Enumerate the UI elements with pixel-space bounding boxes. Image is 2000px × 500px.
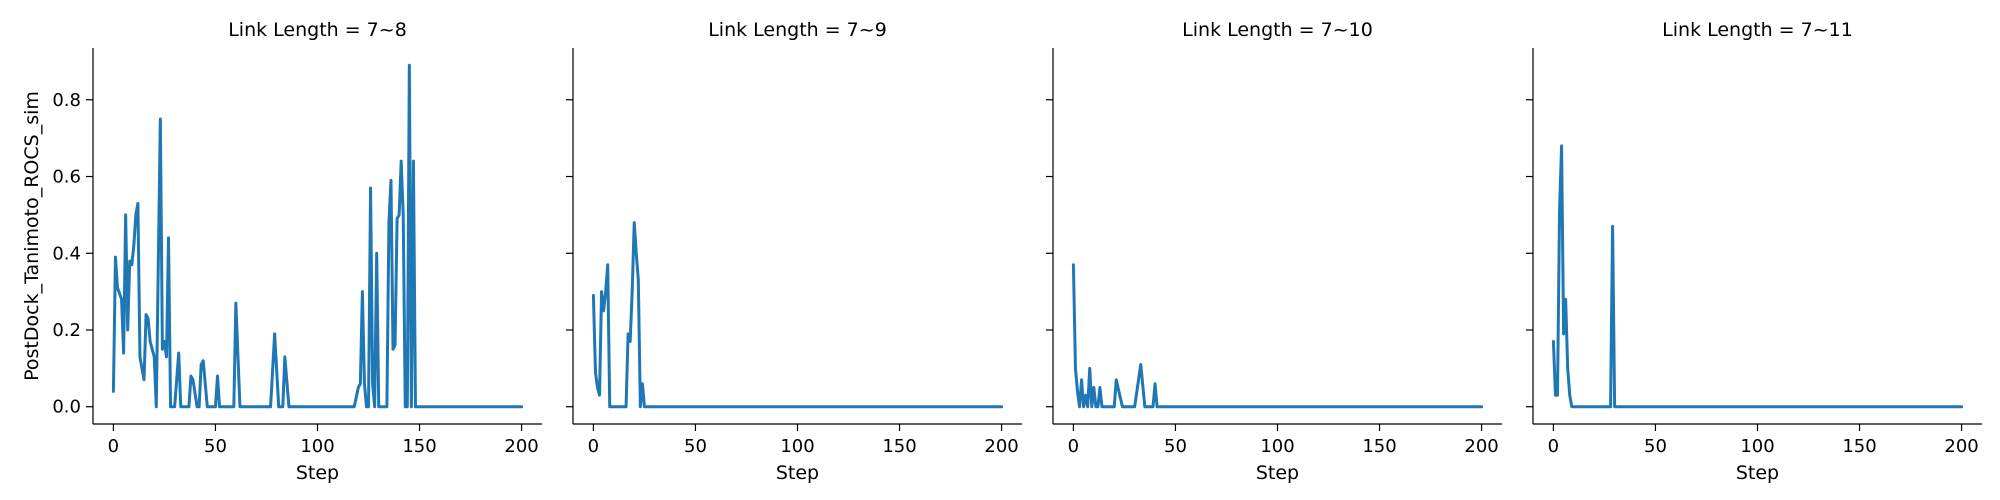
x-tick-label: 200 [504, 436, 538, 457]
x-tick-label: 50 [204, 436, 227, 457]
y-axis-label: PostDock_Tanimoto_ROCS_sim [21, 91, 43, 381]
x-tick-label: 200 [1464, 436, 1498, 457]
x-tick-label: 150 [402, 436, 436, 457]
x-tick-label: 0 [588, 436, 599, 457]
panel-2: Link Length = 7~9 0 50 100 150 200 Step [566, 19, 1022, 484]
x-tick-label: 100 [1740, 436, 1774, 457]
panel-title: Link Length = 7~9 [708, 19, 887, 41]
x-tick-label: 50 [1644, 436, 1667, 457]
panel-4: Link Length = 7~11 0 50 100 150 200 Step [1526, 19, 1982, 484]
x-axis-label: Step [1256, 462, 1299, 484]
panel-title: Link Length = 7~10 [1182, 19, 1373, 41]
x-tick-label: 0 [108, 436, 119, 457]
x-tick-label: 100 [1260, 436, 1294, 457]
x-tick-label: 0 [1068, 436, 1079, 457]
x-axis-label: Step [776, 462, 819, 484]
x-tick-label: 100 [780, 436, 814, 457]
series-line [591, 221, 1004, 409]
x-tick-label: 200 [984, 436, 1018, 457]
y-tick-label: 0.8 [52, 90, 81, 111]
panel-1: Link Length = 7~8 0.0 0.2 0.4 0.6 0.8 0 50 100 15… [52, 19, 542, 484]
x-tick-label: 0 [1548, 436, 1559, 457]
y-tick-label: 0.4 [52, 243, 81, 264]
y-tick-label: 0.6 [52, 167, 81, 188]
x-tick-label: 50 [684, 436, 707, 457]
y-tick-label: 0.0 [52, 397, 81, 418]
panel-title: Link Length = 7~8 [228, 19, 407, 41]
y-tick-label: 0.2 [52, 320, 81, 341]
x-tick-label: 200 [1944, 436, 1978, 457]
x-axis-label: Step [1736, 462, 1779, 484]
x-axis-label: Step [296, 462, 339, 484]
panel-3: Link Length = 7~10 0 50 100 150 200 Step [1046, 19, 1502, 484]
x-tick-label: 150 [1362, 436, 1396, 457]
series-line [1551, 144, 1964, 409]
panel-title: Link Length = 7~11 [1662, 19, 1853, 41]
x-tick-label: 100 [300, 436, 334, 457]
series-line [111, 63, 524, 409]
x-tick-label: 150 [1842, 436, 1876, 457]
x-tick-label: 150 [882, 436, 916, 457]
x-tick-label: 50 [1164, 436, 1187, 457]
series-line [1071, 263, 1484, 409]
